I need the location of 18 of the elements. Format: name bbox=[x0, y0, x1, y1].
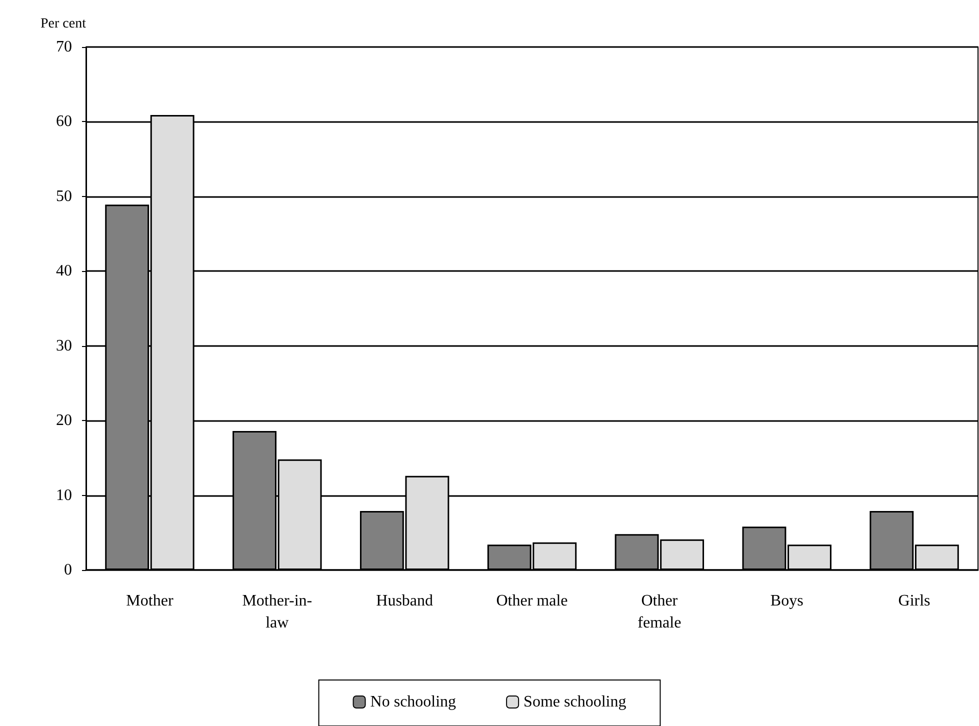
y-tick-label: 40 bbox=[56, 262, 72, 280]
y-tick-label: 0 bbox=[64, 562, 72, 578]
x-tick-label: Other male bbox=[496, 592, 568, 610]
y-tick-label: 30 bbox=[56, 337, 72, 354]
y-axis-title: Per cent bbox=[40, 16, 86, 32]
y-tick-label: 70 bbox=[56, 38, 72, 56]
y-tick-label: 60 bbox=[56, 113, 72, 130]
x-tick-label: Mother-in-law bbox=[242, 592, 312, 632]
x-tick-label: Husband bbox=[376, 592, 434, 610]
x-tick-label: Mother bbox=[126, 592, 174, 610]
y-tick-label: 50 bbox=[56, 188, 72, 205]
legend-label: No schooling bbox=[370, 694, 456, 710]
legend-label: Some schooling bbox=[524, 694, 626, 710]
x-tick-label: Boys bbox=[770, 592, 804, 610]
y-tick-label: 10 bbox=[56, 486, 72, 504]
y-tick-label: 20 bbox=[56, 412, 72, 430]
x-tick-label: Girls bbox=[898, 592, 930, 610]
x-tick-label: Other female bbox=[638, 592, 682, 632]
